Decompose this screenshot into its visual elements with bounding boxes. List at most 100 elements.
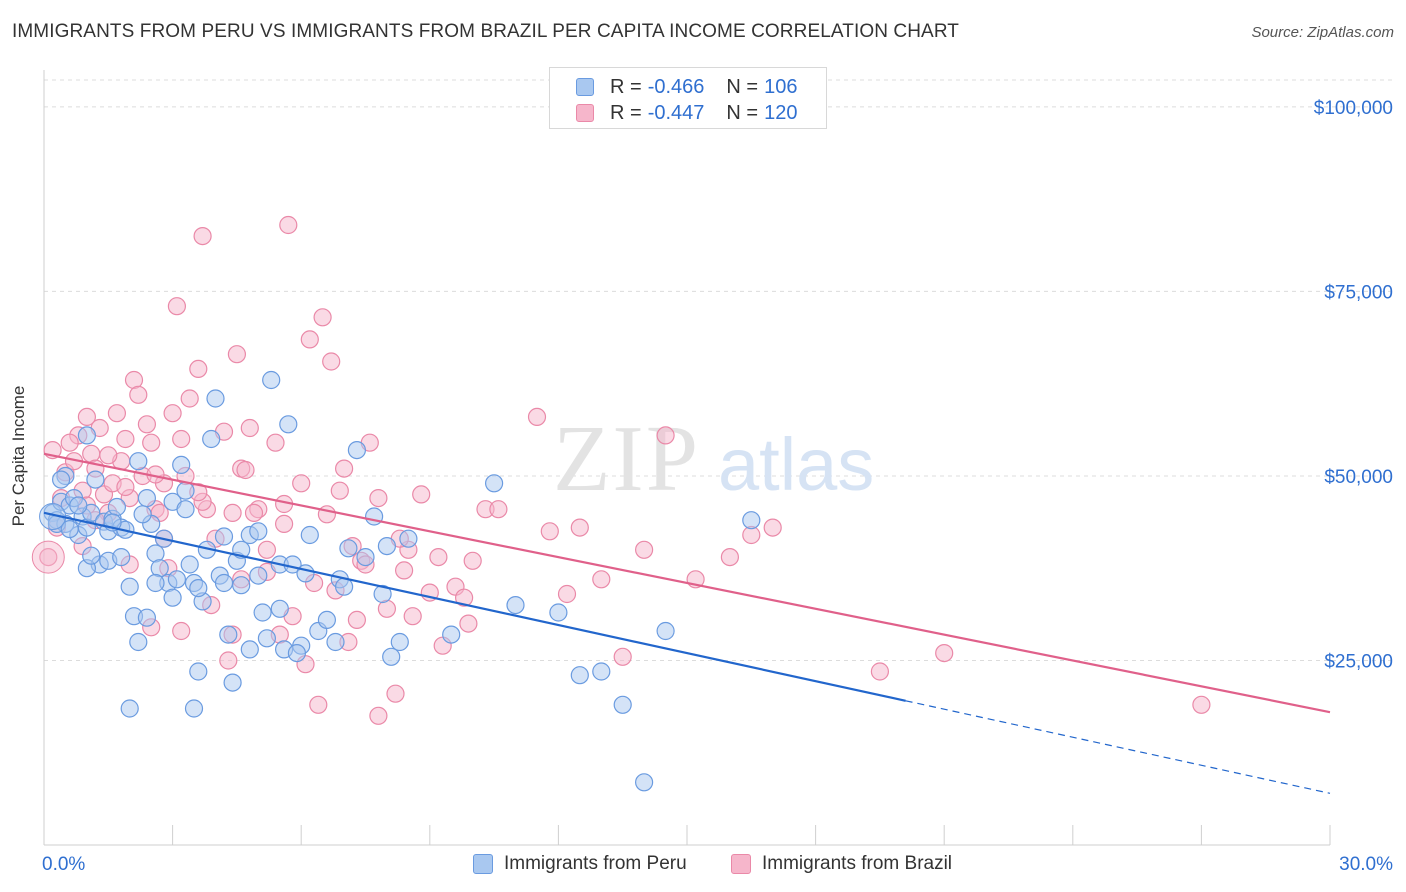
peru-point	[485, 474, 504, 493]
brazil-point	[763, 518, 782, 537]
peru-point	[51, 470, 71, 489]
x-tick-label: 0.0%	[42, 854, 85, 875]
watermark: ZIP atlas	[553, 407, 874, 511]
brazil-point	[116, 477, 135, 497]
peru-r-label: R =	[610, 75, 642, 98]
y-tick-label: $25,000	[1324, 651, 1393, 672]
chart-source: Source: ZipAtlas.com	[1251, 24, 1394, 41]
brazil-point	[236, 460, 255, 480]
bottom-peru-swatch	[473, 854, 493, 874]
brazil-point	[935, 643, 954, 663]
peru-point	[377, 536, 396, 556]
peru-point	[219, 625, 238, 644]
peru-point	[214, 573, 234, 593]
peru-point	[249, 566, 268, 585]
brazil-point	[275, 514, 294, 534]
brazil-point	[300, 330, 319, 349]
peru-point	[592, 662, 611, 681]
brazil-point	[129, 385, 148, 404]
peru-point	[120, 577, 139, 596]
brazil-point	[266, 433, 285, 452]
y-axis-label: Per Capita Income	[9, 385, 28, 527]
brazil-point	[412, 485, 431, 504]
brazil-n-label: N =	[726, 101, 759, 124]
brazil-point	[322, 352, 341, 371]
peru-point	[742, 511, 761, 530]
y-tick-label: $75,000	[1324, 282, 1393, 303]
brazil-point	[335, 459, 354, 478]
peru-trend-line	[43, 511, 906, 702]
brazil-point	[463, 551, 482, 570]
brazil-point	[592, 570, 611, 589]
peru-point	[549, 603, 568, 622]
peru-point	[317, 610, 336, 630]
brazil-point	[309, 695, 328, 714]
brazil-point	[77, 407, 97, 426]
peru-point	[82, 546, 101, 565]
brazil-point	[189, 359, 208, 378]
brazil-point	[347, 610, 366, 630]
peru-point	[176, 500, 195, 519]
peru-point	[184, 699, 204, 718]
trend-lines	[43, 452, 1331, 794]
brazil-point	[193, 227, 212, 246]
peru-point	[253, 603, 272, 622]
legend-row-peru: R = -0.466 N = 106	[550, 74, 797, 100]
brazil-point	[31, 540, 65, 574]
peru-point	[176, 481, 195, 500]
peru-point	[202, 429, 221, 449]
peru-point	[86, 470, 105, 489]
peru-point	[373, 584, 392, 604]
brazil-point	[39, 547, 58, 567]
brazil-point	[137, 415, 156, 434]
brazil-point	[455, 588, 474, 607]
brazil-point	[167, 297, 186, 316]
peru-point	[206, 389, 225, 408]
peru-point	[326, 632, 345, 652]
peru-point	[249, 522, 268, 541]
watermark-atlas: atlas	[718, 423, 874, 506]
brazil-point	[99, 446, 118, 465]
peru-point	[232, 576, 251, 595]
peru-point	[77, 426, 97, 445]
peru-point	[69, 496, 88, 515]
brazil-point	[429, 547, 448, 567]
peru-point	[214, 527, 234, 546]
x-tick-labels: 0.0% 30.0%	[42, 854, 1393, 875]
y-tick-label: $100,000	[1314, 98, 1393, 119]
brazil-point	[1192, 695, 1211, 714]
peru-swatch	[576, 78, 594, 96]
peru-point	[634, 773, 654, 792]
peru-point	[347, 441, 366, 460]
peru-point	[137, 489, 156, 508]
peru-point	[129, 632, 148, 652]
peru-point	[262, 370, 281, 390]
peru-point	[279, 415, 298, 434]
brazil-point	[219, 651, 238, 670]
brazil-point	[540, 522, 559, 541]
brazil-point	[292, 474, 311, 493]
brazil-point	[395, 561, 414, 580]
peru-trend-extension	[905, 700, 1331, 794]
peru-point	[120, 699, 139, 718]
peru-point	[287, 643, 306, 663]
brazil-point	[223, 503, 242, 523]
peru-point	[146, 573, 165, 593]
peru-point	[356, 547, 375, 567]
peru-point	[223, 673, 242, 692]
peru-point	[172, 455, 191, 474]
peru-point	[60, 519, 79, 539]
peru-point	[180, 555, 199, 574]
peru-point	[189, 662, 208, 681]
bottom-legend-peru: Immigrants from Peru	[473, 851, 687, 877]
chart-title: IMMIGRANTS FROM PERU VS IMMIGRANTS FROM …	[12, 21, 960, 42]
peru-point	[570, 666, 589, 685]
peru-point	[107, 497, 127, 517]
brazil-point	[180, 389, 199, 408]
bottom-brazil-swatch	[731, 854, 751, 874]
brazil-point	[142, 433, 161, 452]
peru-point	[240, 640, 259, 659]
brazil-point	[172, 621, 191, 641]
brazil-n-value: 120	[764, 101, 798, 124]
legend-row-brazil: R = -0.447 N = 120	[550, 100, 797, 126]
